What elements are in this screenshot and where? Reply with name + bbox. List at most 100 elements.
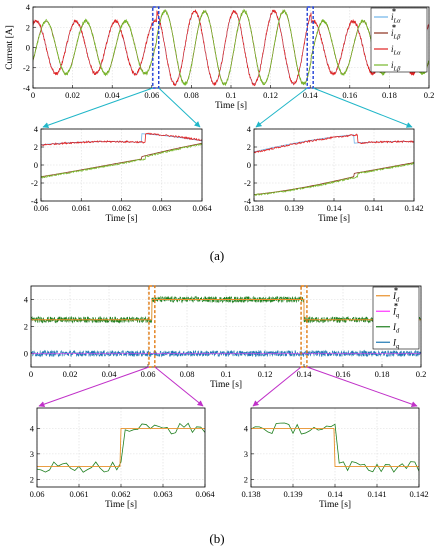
- b-main-legend-main-0: I: [392, 291, 397, 301]
- a-main-ytick-label-2: 0: [26, 43, 30, 53]
- b-main-legend-main-1: I: [392, 306, 397, 316]
- a-main-xtick-label-9: 0.18: [382, 90, 397, 100]
- a-zoom-right-xtick-label-3: 0.141: [364, 203, 383, 213]
- b-zoom-left-ytick-label-1: 3: [30, 449, 34, 459]
- b-zoom-right-ytick-label-1: 3: [244, 449, 248, 459]
- a-main-ytick-label-1: -2: [23, 63, 30, 73]
- a-main-series-2: [33, 9, 429, 87]
- a-main-frame: [32, 6, 430, 89]
- b-main-legend-sub-3: q: [396, 343, 400, 350]
- b-main-xtick-label-9: 0.18: [375, 369, 390, 379]
- a-main-legend-sub-3: Lβ: [393, 66, 402, 73]
- b-zoom-left-xtick-label-3: 0.063: [153, 489, 172, 499]
- a-zoom-right-xtick-label-0: 0.138: [244, 203, 263, 213]
- a-zoom-left-ytick-label-2: 0: [34, 160, 38, 170]
- a-main-xtick-label-8: 0.16: [342, 90, 357, 100]
- a-main-xtick-label-0: 0: [31, 90, 35, 100]
- a-zoom-right-xtick-label-2: 0.14: [327, 203, 343, 213]
- a-zoom-left-ytick-label-0: -4: [31, 196, 39, 206]
- b-zoom-right-xtick-label-0: 0.138: [241, 489, 260, 499]
- a-main-xtick-label-5: 0.1: [226, 90, 237, 100]
- a-zoom-left-ytick-label-4: 4: [34, 124, 39, 134]
- b-zoom-right-xtick-label-1: 0.139: [283, 489, 302, 499]
- b-main-ytick-label-2: 4: [24, 295, 29, 305]
- b-main-xtick-label-4: 0.08: [180, 369, 195, 379]
- a-main-legend-main-3: i: [391, 60, 394, 70]
- a-zoom-left-xlabel: Time [s]: [105, 214, 137, 224]
- b-main-series-2: [31, 295, 421, 324]
- b-main-xtick-label-3: 0.06: [141, 369, 156, 379]
- a-main-legend-sub-1: Lβ: [393, 34, 402, 41]
- a-main-ytick-label-4: 4: [26, 2, 31, 12]
- b-main-xtick-label-5: 0.1: [221, 369, 232, 379]
- b-zoom-right-chart: 0.138 0.139 0.14 0.141 0.142 2 3 4 Time [s]: [241, 407, 429, 510]
- b-zoom-left-series-0: [37, 427, 205, 468]
- b-zoom-left-chart: 0.06 0.061 0.062 0.063 0.064 2 3 4 Time [s]: [30, 407, 215, 510]
- a-zoom-left-series-2: [41, 132, 202, 146]
- a-main-xtick-label-3: 0.06: [144, 90, 159, 100]
- b-zoom-right-xtick-label-4: 0.142: [409, 489, 428, 499]
- b-main-legend-star-1: *: [394, 301, 398, 310]
- b-main-xtick-label-2: 0.04: [102, 369, 118, 379]
- a-zoom-left-frame: [40, 128, 203, 202]
- a-main-xtick-label-2: 0.04: [105, 90, 121, 100]
- b-main-ytick-label-0: 0: [24, 349, 28, 359]
- b-zoom-box-0: [148, 285, 156, 368]
- a-zoom-right-series-2: [254, 133, 414, 154]
- b-main-legend-box: [372, 286, 420, 350]
- b-zoom-left-xlabel: Time [s]: [105, 500, 137, 510]
- b-main-xtick-label-8: 0.16: [336, 369, 351, 379]
- a-zoom-box-0: [152, 6, 160, 89]
- b-zoom-arrow-0-right: [154, 366, 204, 407]
- b-zoom-left-ytick-label-2: 4: [30, 423, 35, 433]
- b-zoom-arrow-1-right: [306, 366, 418, 408]
- a-zoom-left-xtick-label-1: 0.061: [72, 203, 91, 213]
- b-main-ytick-label-1: 2: [24, 322, 28, 332]
- a-main-legend-sub-2: Lα: [393, 50, 402, 57]
- b-main-xtick-label-10: 0.2: [416, 369, 427, 379]
- a-main-chart: 0 0.02 0.04 0.06 0.08 0.1 0.12 0.14 0.16 0.18 0.2 -…: [5, 2, 434, 111]
- b-zoom-right-ytick-label-0: 2: [244, 474, 248, 484]
- a-zoom-right-frame: [253, 128, 415, 202]
- b-zoom-right-series-0: [251, 427, 419, 468]
- a-zoom-right-ytick-label-3: 2: [247, 142, 251, 152]
- a-zoom-left-xtick-label-0: 0.06: [34, 203, 49, 213]
- a-main-xtick-label-10: 0.2: [424, 90, 434, 100]
- b-zoom-box-1: [300, 285, 308, 368]
- a-main-legend-main-0: i: [391, 12, 394, 22]
- a-zoom-left-ytick-label-1: -2: [31, 178, 38, 188]
- b-main-legend-star-0: *: [394, 286, 398, 295]
- a-zoom-right-ytick-label-2: 0: [247, 160, 251, 170]
- b-zoom-right-frame: [250, 407, 420, 488]
- b-zoom-left-xtick-label-2: 0.062: [111, 489, 130, 499]
- a-main-legend-label-2: iLα: [391, 44, 401, 57]
- a-zoom-arrow-0-right: [158, 87, 201, 128]
- a-zoom-right-ytick-label-1: -2: [244, 178, 251, 188]
- a-main-legend-star-1: *: [392, 23, 396, 32]
- b-main-legend-main-2: I: [392, 322, 397, 332]
- b-main-legend-label-0: Id: [392, 291, 400, 304]
- b-zoom-right-xlabel: Time [s]: [319, 500, 351, 510]
- a-zoom-right-chart: 0.138 0.139 0.14 0.141 0.142 -4 -2 0 2 4 Time [s]: [244, 124, 424, 224]
- panel-label-a: (a): [210, 248, 224, 263]
- b-zoom-arrow-1-left: [252, 366, 302, 407]
- b-zoom-left-xtick-label-4: 0.064: [195, 489, 215, 499]
- b-main-legend-label-1: Iq: [392, 306, 400, 319]
- a-zoom-left-xtick-label-4: 0.064: [192, 203, 212, 213]
- a-main-legend-label-3: iLβ: [391, 60, 401, 73]
- a-main-legend-label-0: iLα: [391, 12, 401, 25]
- a-main-ytick-label-0: -4: [23, 83, 31, 93]
- a-zoom-right-ytick-label-4: 4: [247, 124, 252, 134]
- b-main-legend-label-2: Id: [392, 322, 400, 335]
- b-zoom-right-series-2: [251, 422, 419, 473]
- b-main-frame: [30, 285, 422, 368]
- a-zoom-right-xtick-label-1: 0.139: [284, 203, 303, 213]
- a-zoom-left-series-3: [41, 142, 202, 179]
- b-main-series-0: [31, 299, 421, 321]
- a-main-xtick-label-1: 0.02: [65, 90, 80, 100]
- b-main-xlabel: Time [s]: [210, 380, 242, 390]
- b-main-chart: 0 0.02 0.04 0.06 0.08 0.1 0.12 0.14 0.16 0.18 0.2 0…: [24, 285, 427, 390]
- b-main-legend-sub-1: q: [396, 312, 400, 319]
